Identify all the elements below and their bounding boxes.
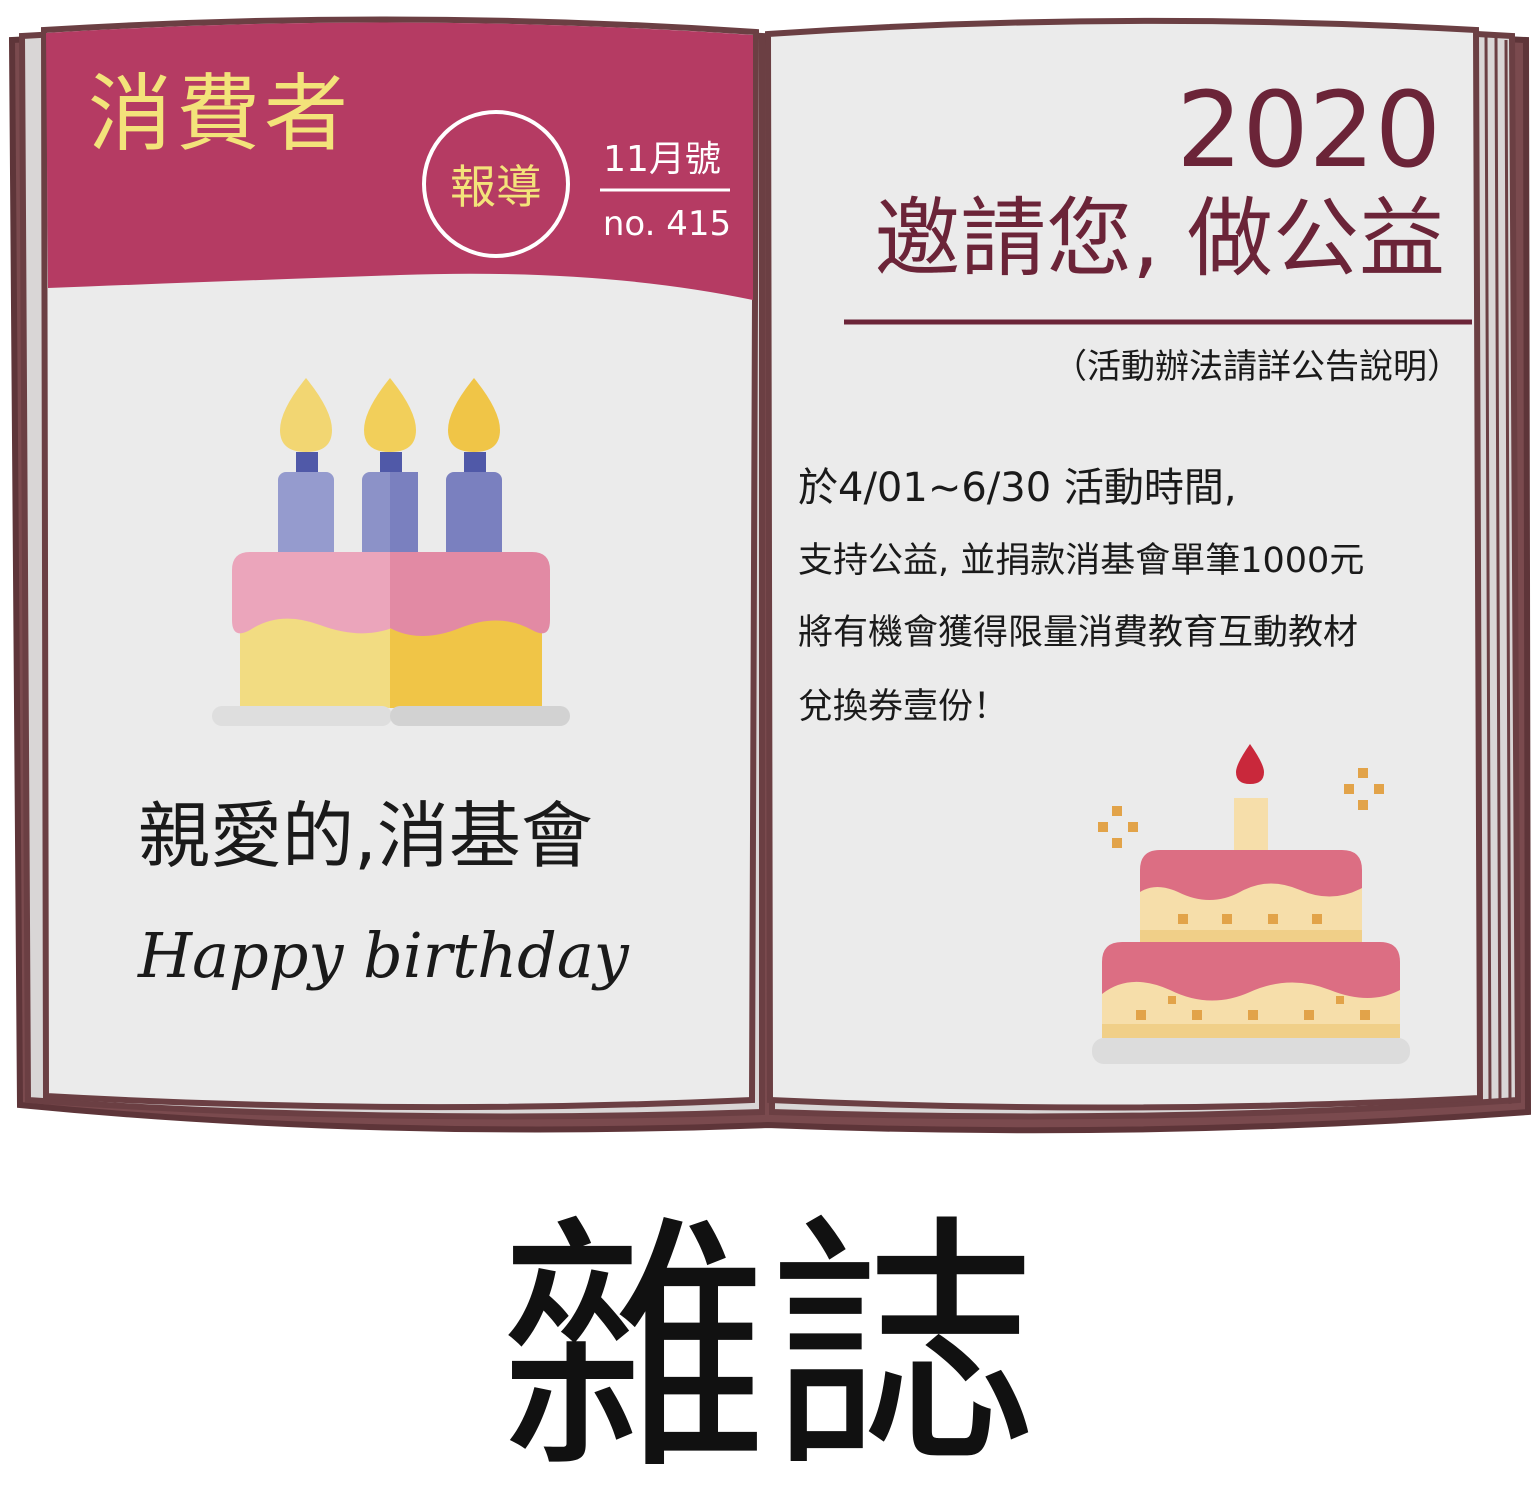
year-title: 2020 — [1176, 69, 1441, 191]
issue-month: 11月號 — [603, 139, 721, 180]
right-page — [764, 17, 1484, 1111]
candle — [446, 472, 502, 562]
issue-number: no. 415 — [602, 204, 732, 244]
report-badge — [422, 110, 570, 258]
report-badge-label: 報導 — [450, 160, 542, 214]
page-edge-lines — [1484, 33, 1512, 1105]
open-magazine-illustration — [8, 16, 1532, 1134]
rules-note: （活動辦法請詳公告說明） — [1053, 347, 1461, 387]
candle — [1234, 798, 1268, 850]
candle — [278, 472, 334, 562]
flame-icon — [448, 378, 500, 452]
body-line-3: 將有機會獲得限量消費教育互動教材 — [798, 613, 1359, 653]
flame-icon — [364, 378, 416, 452]
body-line-2: 支持公益, 並捐款消基會單筆1000元 — [798, 541, 1365, 581]
flame-icon — [1236, 744, 1264, 784]
three-candle-cake-icon — [212, 378, 570, 726]
cover-band — [46, 22, 753, 300]
two-tier-cake-icon — [1092, 744, 1410, 1064]
greeting-text: 親愛的,消基會 — [138, 794, 593, 878]
headline: 邀請您, 做公益 — [874, 189, 1445, 289]
magazine-title: 消費者 — [88, 65, 353, 163]
flame-icon — [280, 378, 332, 452]
caption-label: 雜誌 — [498, 1192, 1039, 1507]
birthday-text: Happy birthday — [138, 919, 629, 992]
body-line-4: 兌換券壹份！ — [798, 687, 1009, 727]
sparkle-icon — [1098, 768, 1384, 848]
body-line-1: 於4/01~6/30 活動時間, — [798, 465, 1237, 511]
